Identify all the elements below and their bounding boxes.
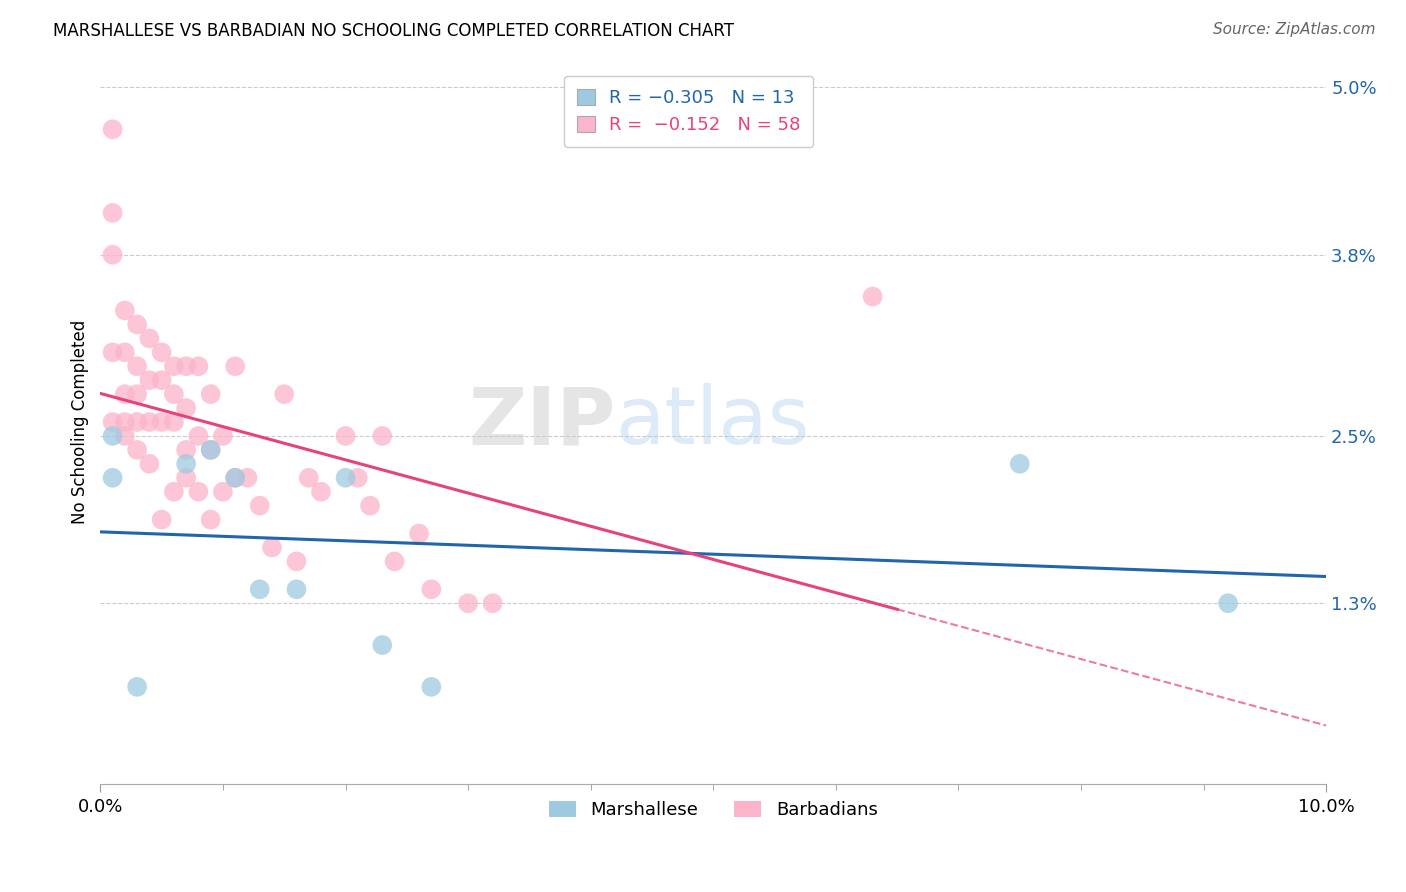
Point: [127, 359, 149, 374]
Text: ZIP: ZIP: [468, 383, 616, 461]
Point: [101, 429, 124, 443]
Point: [249, 499, 271, 513]
Point: [101, 206, 124, 220]
Point: [309, 484, 332, 499]
Point: [138, 457, 160, 471]
Point: [224, 471, 246, 485]
Point: [174, 359, 197, 374]
Point: [359, 499, 381, 513]
Point: [163, 387, 186, 401]
Point: [114, 387, 136, 401]
Point: [127, 680, 149, 694]
Point: [163, 484, 186, 499]
Point: [163, 359, 186, 374]
Point: [101, 122, 124, 136]
Point: [1216, 596, 1239, 610]
Point: [200, 387, 222, 401]
Point: [408, 526, 430, 541]
Point: [371, 429, 394, 443]
Point: [174, 442, 197, 457]
Text: atlas: atlas: [616, 383, 810, 461]
Point: [150, 373, 173, 387]
Point: [114, 415, 136, 429]
Point: [224, 359, 246, 374]
Point: [101, 415, 124, 429]
Point: [371, 638, 394, 652]
Point: [384, 554, 406, 568]
Text: Source: ZipAtlas.com: Source: ZipAtlas.com: [1212, 22, 1375, 37]
Point: [138, 415, 160, 429]
Point: [200, 442, 222, 457]
Point: [150, 512, 173, 526]
Point: [335, 471, 357, 485]
Point: [224, 471, 246, 485]
Point: [420, 680, 443, 694]
Text: MARSHALLESE VS BARBADIAN NO SCHOOLING COMPLETED CORRELATION CHART: MARSHALLESE VS BARBADIAN NO SCHOOLING CO…: [53, 22, 734, 40]
Point: [862, 289, 884, 303]
Point: [200, 512, 222, 526]
Point: [457, 596, 479, 610]
Point: [420, 582, 443, 597]
Point: [212, 484, 235, 499]
Point: [346, 471, 368, 485]
Point: [127, 318, 149, 332]
Point: [114, 303, 136, 318]
Point: [200, 442, 222, 457]
Point: [114, 429, 136, 443]
Point: [150, 345, 173, 359]
Point: [187, 359, 209, 374]
Point: [174, 471, 197, 485]
Point: [163, 415, 186, 429]
Legend: Marshallese, Barbadians: Marshallese, Barbadians: [541, 793, 884, 826]
Point: [335, 429, 357, 443]
Point: [187, 484, 209, 499]
Point: [212, 429, 235, 443]
Point: [187, 429, 209, 443]
Point: [138, 373, 160, 387]
Point: [260, 541, 283, 555]
Point: [249, 582, 271, 597]
Point: [114, 345, 136, 359]
Point: [101, 471, 124, 485]
Point: [127, 442, 149, 457]
Point: [174, 457, 197, 471]
Point: [285, 554, 308, 568]
Point: [127, 387, 149, 401]
Point: [481, 596, 503, 610]
Point: [101, 345, 124, 359]
Y-axis label: No Schooling Completed: No Schooling Completed: [72, 320, 89, 524]
Point: [127, 415, 149, 429]
Point: [150, 415, 173, 429]
Point: [101, 248, 124, 262]
Point: [298, 471, 321, 485]
Point: [273, 387, 295, 401]
Point: [138, 331, 160, 345]
Point: [236, 471, 259, 485]
Point: [285, 582, 308, 597]
Point: [1008, 457, 1031, 471]
Point: [174, 401, 197, 415]
